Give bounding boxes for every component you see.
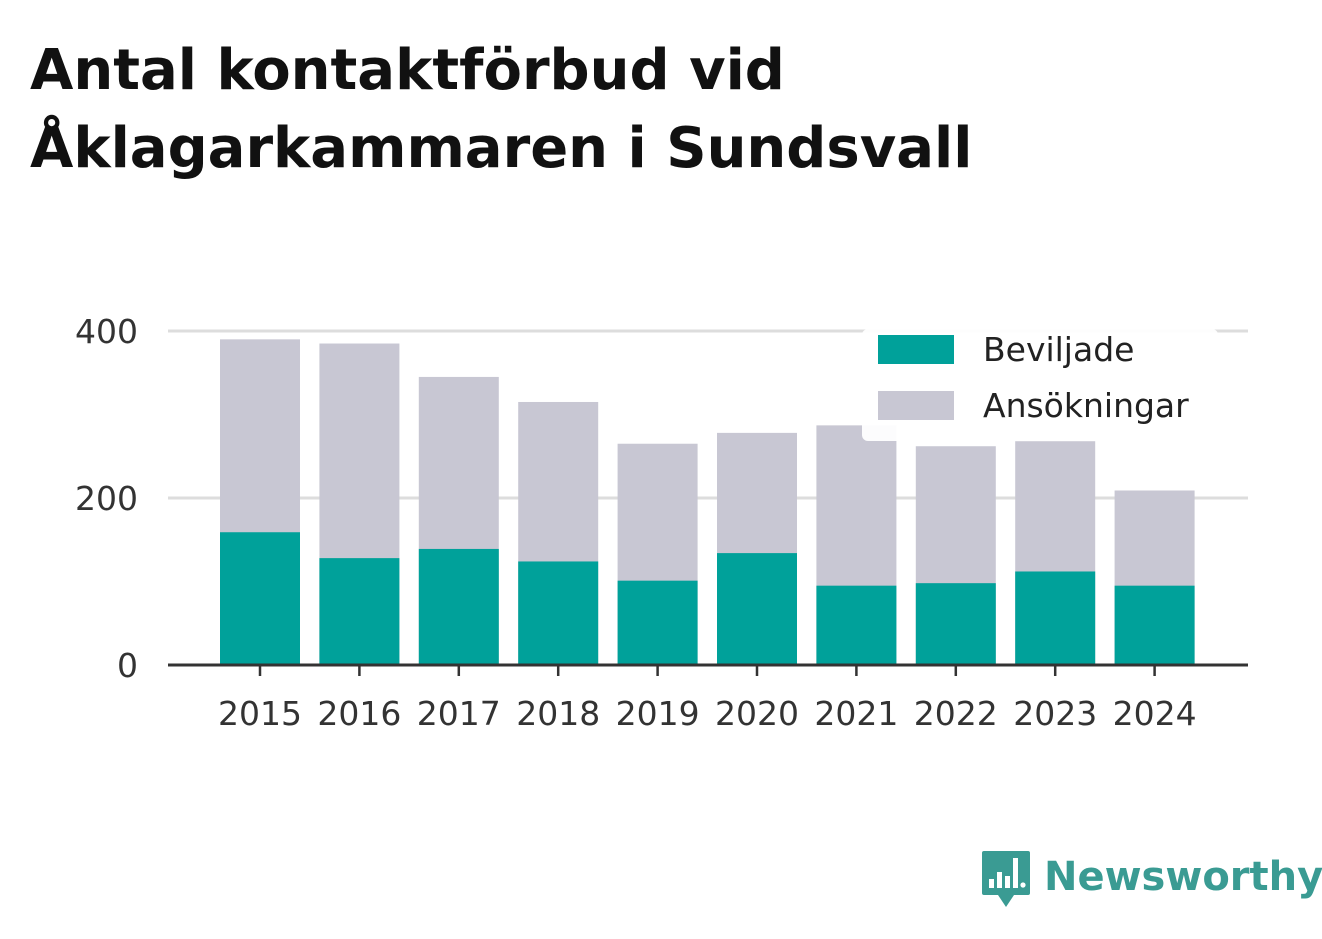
- beviljade-bar-2024: [1114, 585, 1195, 665]
- y-tick-label: 200: [75, 479, 138, 518]
- x-tick-label: 2022: [914, 694, 998, 733]
- legend-swatch: [878, 335, 954, 364]
- chart-title: Antal kontaktförbud vid Åklagarkammaren …: [30, 32, 1230, 188]
- x-tick-label: 2018: [516, 694, 600, 733]
- beviljade-bars: [220, 532, 1195, 665]
- beviljade-bar-2016: [319, 558, 400, 665]
- beviljade-bar-2015: [220, 532, 300, 665]
- x-tick-label: 2024: [1113, 694, 1197, 733]
- x-tick-label: 2019: [616, 694, 700, 733]
- y-tick-label: 400: [75, 312, 138, 351]
- legend-label: Beviljade: [983, 330, 1134, 369]
- x-tick-label: 2023: [1013, 694, 1097, 733]
- beviljade-bar-2019: [617, 580, 698, 665]
- beviljade-bar-2020: [717, 553, 797, 665]
- axes: 2015 2016 2017 2018 2019 2020 2021 2022 2023 2024: [168, 663, 1248, 733]
- x-tick-label: 2016: [317, 694, 401, 733]
- beviljade-bar-2023: [1015, 571, 1096, 665]
- x-tick-label: 2015: [218, 694, 302, 733]
- y-tick-label: 0: [117, 646, 138, 685]
- x-tick-label: 2017: [417, 694, 501, 733]
- x-tick-label: 2021: [814, 694, 898, 733]
- brand-name: Newsworthy: [1044, 854, 1322, 900]
- beviljade-bar-2022: [915, 583, 996, 665]
- beviljade-bar-2018: [518, 561, 599, 665]
- newsworthy-logo-icon: [982, 851, 1030, 907]
- x-tick-label: 2020: [715, 694, 799, 733]
- legend: Beviljade Ansökningar: [862, 329, 1218, 441]
- chart-title-line-2: Åklagarkammaren i Sundsvall: [30, 116, 973, 181]
- chart-title-line-1: Antal kontaktförbud vid: [30, 38, 785, 103]
- beviljade-bar-2017: [418, 548, 499, 665]
- newsworthy-brand: Newsworthy: [980, 848, 1322, 912]
- legend-swatch: [878, 391, 954, 420]
- beviljade-bar-2021: [816, 585, 897, 665]
- legend-label: Ansökningar: [983, 386, 1189, 425]
